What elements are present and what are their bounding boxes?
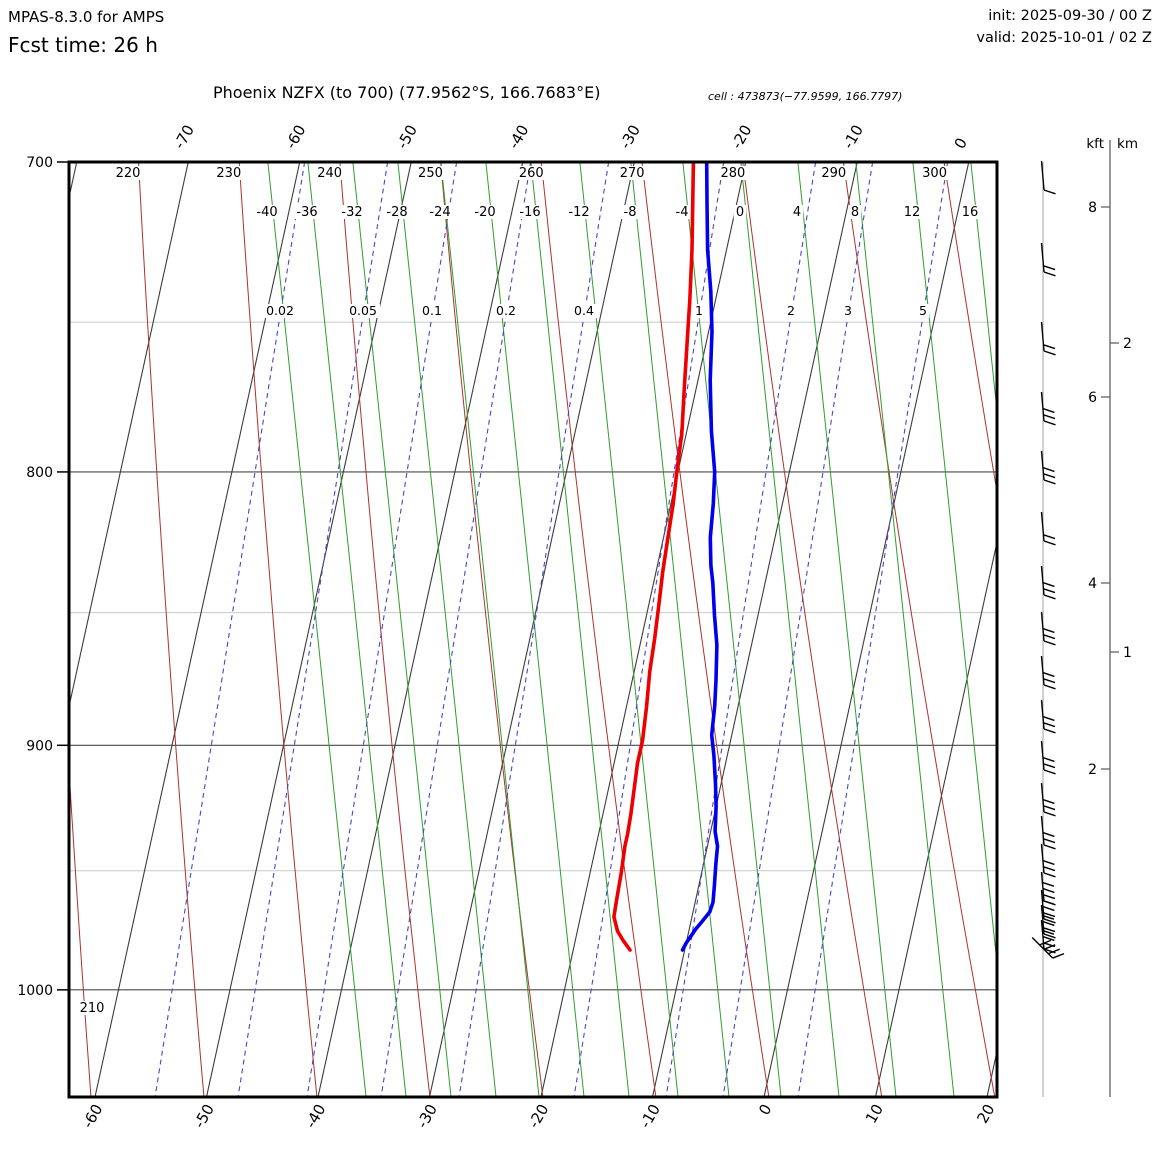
svg-text:12: 12: [904, 205, 921, 220]
svg-text:-40: -40: [302, 1101, 330, 1131]
svg-text:-36: -36: [296, 205, 317, 220]
svg-text:4: 4: [1088, 576, 1097, 592]
svg-text:-10: -10: [636, 1101, 664, 1131]
svg-text:0.05: 0.05: [349, 303, 377, 318]
svg-text:270: 270: [620, 166, 645, 181]
svg-text:5: 5: [919, 303, 927, 318]
svg-text:0.1: 0.1: [422, 303, 442, 318]
svg-text:kft: kft: [1086, 136, 1104, 152]
svg-text:290: 290: [821, 166, 846, 181]
model-version-label: MPAS-8.3.0 for AMPS: [8, 8, 164, 26]
valid-time-label: valid: 2025-10-01 / 02 Z: [976, 30, 1152, 46]
svg-text:-60: -60: [282, 122, 310, 152]
svg-text:6: 6: [1088, 390, 1097, 406]
svg-text:1: 1: [695, 303, 703, 318]
plot-frame: [67, 160, 999, 1099]
svg-text:2: 2: [787, 303, 795, 318]
svg-text:900: 900: [26, 738, 53, 754]
svg-text:8: 8: [1088, 200, 1097, 216]
svg-text:0: 0: [736, 205, 744, 220]
svg-text:km: km: [1117, 136, 1138, 152]
svg-text:-12: -12: [568, 205, 589, 220]
svg-text:16: 16: [962, 205, 979, 220]
svg-text:1: 1: [1123, 645, 1132, 661]
svg-text:0.2: 0.2: [496, 303, 516, 318]
svg-text:-30: -30: [413, 1101, 441, 1131]
chart-title: Phoenix NZFX (to 700) (77.9562°S, 166.76…: [213, 83, 600, 102]
svg-text:-16: -16: [519, 205, 540, 220]
svg-text:240: 240: [317, 166, 342, 181]
svg-text:8: 8: [851, 205, 859, 220]
svg-text:4: 4: [793, 205, 801, 220]
svg-text:-50: -50: [393, 122, 421, 152]
svg-text:0: 0: [755, 1101, 775, 1118]
svg-text:-40: -40: [256, 205, 277, 220]
svg-text:-20: -20: [474, 205, 495, 220]
svg-text:3: 3: [844, 303, 852, 318]
svg-text:300: 300: [922, 166, 947, 181]
svg-text:1000: 1000: [17, 983, 53, 999]
svg-text:2: 2: [1088, 762, 1097, 778]
svg-text:800: 800: [26, 465, 53, 481]
svg-text:0: 0: [951, 135, 971, 152]
init-time-label: init: 2025-09-30 / 00 Z: [988, 8, 1152, 24]
svg-text:-32: -32: [341, 205, 362, 220]
pressure-gridlines: [69, 321, 997, 991]
altitude-axis: kft km 8 6 4 2 2 1: [1086, 136, 1138, 1097]
sounding-traces: [612, 162, 720, 952]
svg-text:-30: -30: [616, 122, 644, 152]
svg-text:220: 220: [116, 166, 141, 181]
svg-text:280: 280: [721, 166, 746, 181]
svg-text:-60: -60: [79, 1101, 107, 1131]
svg-text:10: 10: [862, 1101, 887, 1127]
svg-text:260: 260: [519, 166, 544, 181]
svg-text:-50: -50: [190, 1101, 218, 1131]
svg-text:-70: -70: [170, 122, 198, 152]
svg-text:-10: -10: [839, 122, 867, 152]
wind-barb-column: [1031, 160, 1065, 1097]
forecast-time-label: Fcst time: 26 h: [8, 33, 158, 57]
chart-cell-subtitle: cell : 473873(−77.9599, 166.7797): [708, 90, 902, 103]
svg-text:700: 700: [26, 155, 53, 171]
svg-text:-40: -40: [505, 122, 533, 152]
svg-text:-28: -28: [386, 205, 407, 220]
svg-text:-4: -4: [676, 205, 689, 220]
svg-text:210: 210: [80, 1001, 105, 1016]
svg-text:230: 230: [216, 166, 241, 181]
svg-text:20: 20: [973, 1101, 998, 1127]
svg-text:-20: -20: [525, 1101, 553, 1131]
svg-text:0.4: 0.4: [574, 303, 594, 318]
svg-text:250: 250: [418, 166, 443, 181]
svg-text:-20: -20: [728, 122, 756, 152]
svg-text:2: 2: [1123, 336, 1132, 352]
svg-text:0.02: 0.02: [266, 303, 294, 318]
svg-text:-8: -8: [624, 205, 637, 220]
svg-text:-24: -24: [429, 205, 450, 220]
